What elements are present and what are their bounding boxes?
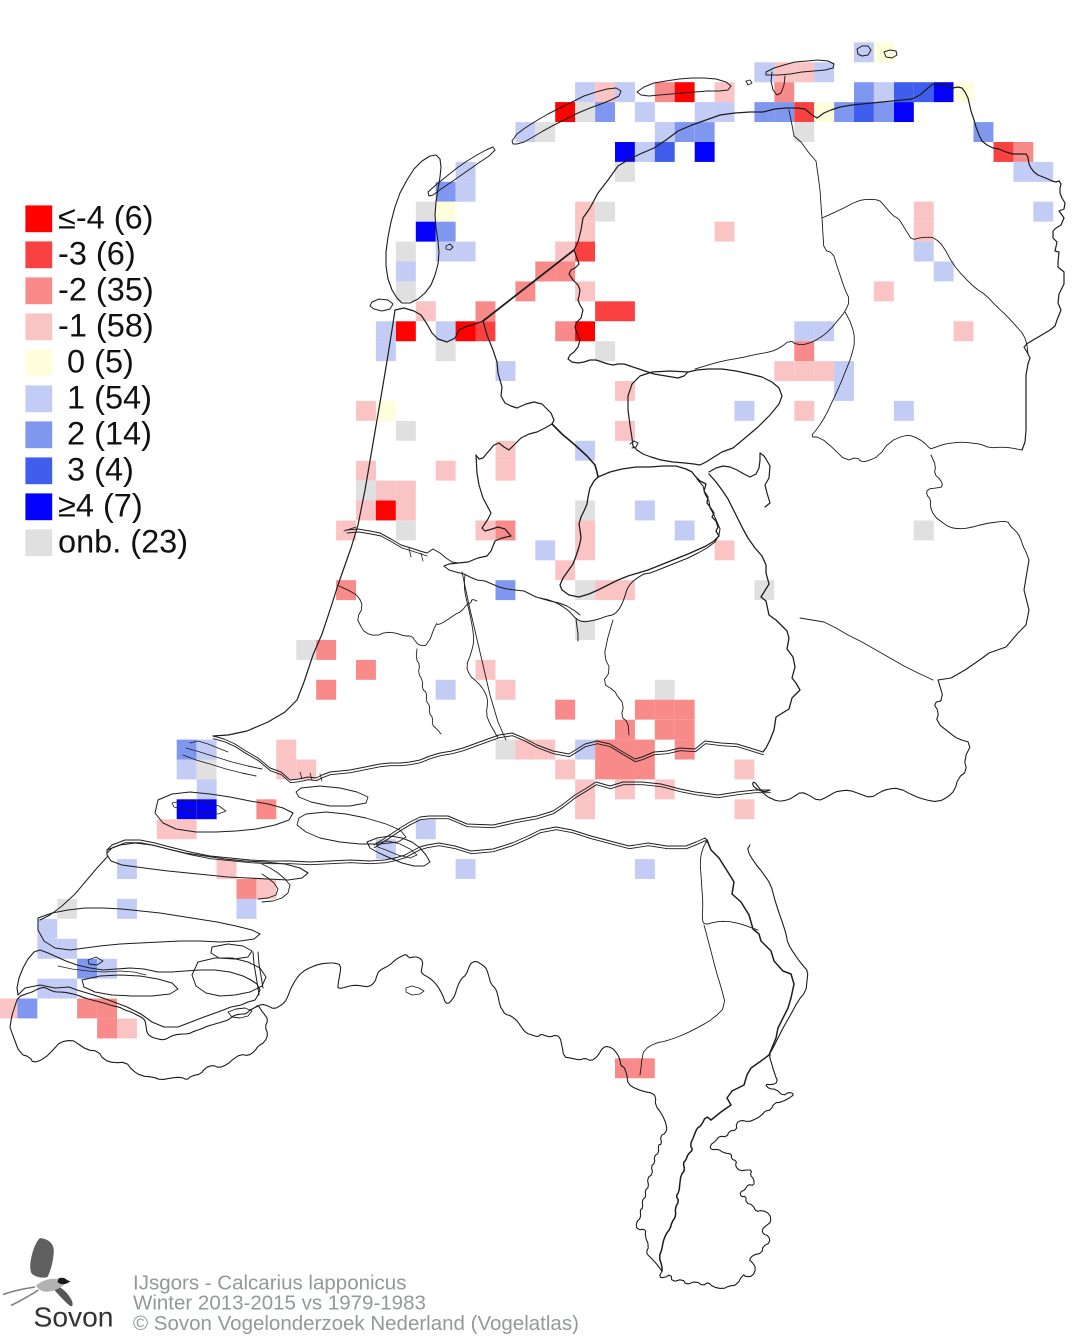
svg-text:-3 (6): -3 (6) bbox=[58, 236, 136, 272]
svg-text:-2 (35): -2 (35) bbox=[58, 272, 154, 308]
svg-text:2 (14): 2 (14) bbox=[58, 416, 152, 452]
svg-text:3 (4): 3 (4) bbox=[58, 452, 134, 488]
svg-text:0 (5): 0 (5) bbox=[58, 344, 134, 380]
svg-text:IJsgors - Calcarius lapponicus: IJsgors - Calcarius lapponicus bbox=[133, 1272, 406, 1295]
svg-text:-1 (58): -1 (58) bbox=[58, 308, 154, 344]
svg-text:≤-4 (6): ≤-4 (6) bbox=[58, 200, 154, 236]
svg-text:© Sovon Vogelonderzoek Nederla: © Sovon Vogelonderzoek Nederland (Vogela… bbox=[133, 1312, 579, 1335]
svg-text:≥4 (7): ≥4 (7) bbox=[58, 488, 143, 524]
svg-text:Winter 2013-2015 vs 1979-1983: Winter 2013-2015 vs 1979-1983 bbox=[133, 1292, 426, 1315]
svg-text:Sovon: Sovon bbox=[34, 1302, 114, 1333]
svg-text:onb. (23): onb. (23) bbox=[58, 524, 188, 560]
svg-text:1 (54): 1 (54) bbox=[58, 380, 152, 416]
